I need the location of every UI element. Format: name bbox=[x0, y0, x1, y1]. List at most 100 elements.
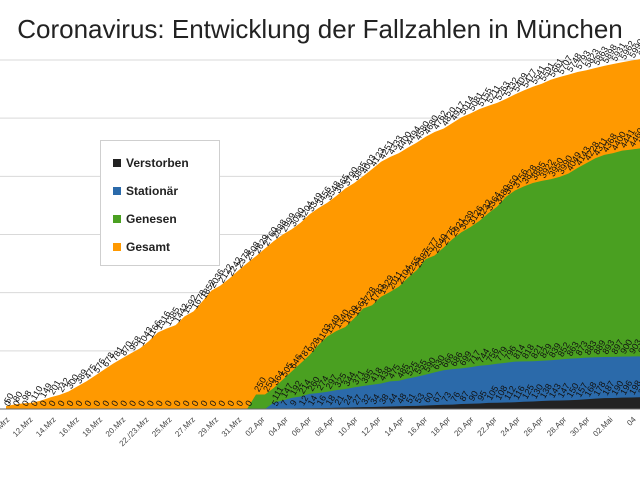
data-label-verstorben: 73 bbox=[440, 390, 454, 404]
area-verstorben bbox=[6, 397, 640, 409]
data-label-genesen: 0 bbox=[190, 399, 201, 408]
data-label-gesamt: 98 bbox=[20, 389, 34, 403]
data-label-genesen: 0 bbox=[91, 399, 102, 408]
legend-item-verstorben: Verstorben bbox=[113, 155, 189, 171]
data-label-verstorben: 95 bbox=[475, 389, 489, 403]
x-tick-label: 18.Mrz bbox=[81, 415, 105, 439]
data-label-genesen: 0 bbox=[2, 399, 13, 408]
x-tick-label: 12.Mrz bbox=[11, 415, 35, 439]
data-label-genesen: 0 bbox=[82, 399, 93, 408]
data-label-genesen: 0 bbox=[163, 399, 174, 408]
x-tick-label: 06.Apr bbox=[290, 415, 313, 438]
legend-item-genesen: Genesen bbox=[113, 211, 177, 227]
data-label-verstorben: 14 bbox=[306, 394, 320, 408]
data-label-verstorben: 5 bbox=[270, 398, 281, 407]
data-label-genesen: 0 bbox=[47, 399, 58, 408]
data-label-genesen: 0 bbox=[109, 399, 120, 408]
data-label-gesamt: 50 bbox=[2, 391, 16, 405]
data-label-verstorben: 48 bbox=[395, 392, 409, 406]
legend-label-genesen: Genesen bbox=[126, 212, 177, 226]
x-tick-label: 29.Mrz bbox=[197, 415, 221, 439]
x-tick-label: 14.Mrz bbox=[34, 415, 58, 439]
data-label-genesen: 0 bbox=[181, 399, 192, 408]
data-label-genesen: 0 bbox=[199, 399, 210, 408]
data-label-verstorben: 53 bbox=[413, 391, 427, 405]
data-label-genesen: 0 bbox=[207, 399, 218, 408]
data-label-verstorben: 9 bbox=[288, 398, 299, 407]
chart-title: Coronavirus: Entwicklung der Fallzahlen … bbox=[17, 14, 623, 44]
data-label-genesen: 0 bbox=[145, 399, 156, 408]
x-tick-label: 26.Apr bbox=[522, 415, 545, 438]
data-label-gesamt: 80 bbox=[11, 390, 25, 404]
data-label-verstorben: 90 bbox=[466, 389, 480, 403]
legend-label-verstorben: Verstorben bbox=[126, 156, 189, 170]
x-tick-label: 02.Apr bbox=[244, 415, 267, 438]
data-label-verstorben: 34 bbox=[368, 392, 382, 406]
data-label-genesen: 0 bbox=[20, 399, 31, 408]
data-label-genesen: 0 bbox=[100, 399, 111, 408]
x-tick-label: 24.Apr bbox=[499, 415, 522, 438]
data-label-verstorben: 51 bbox=[404, 391, 418, 405]
legend-label-gesamt: Gesamt bbox=[126, 240, 171, 254]
data-label-verstorben: 21 bbox=[332, 393, 346, 407]
x-tick-label: 12.Apr bbox=[360, 415, 383, 438]
data-label-genesen: 0 bbox=[172, 399, 183, 408]
data-label-genesen: 0 bbox=[56, 399, 67, 408]
data-label-verstorben: 76 bbox=[449, 390, 463, 404]
data-label-genesen: 0 bbox=[154, 399, 165, 408]
x-tick-label: 22.Apr bbox=[476, 415, 499, 438]
x-tick-label: 02.Mai bbox=[591, 415, 615, 439]
x-tick-label: 08.Apr bbox=[313, 415, 336, 438]
data-label-verstorben: 16 bbox=[315, 393, 329, 407]
data-label-genesen: 0 bbox=[136, 399, 147, 408]
x-tick-label: 18.Apr bbox=[429, 415, 452, 438]
data-label-verstorben: 60 bbox=[422, 391, 436, 405]
x-tick-label: 31.Mrz bbox=[220, 415, 244, 439]
data-label-verstorben: 87 bbox=[457, 389, 471, 403]
legend-swatch-genesen bbox=[113, 215, 121, 223]
data-label-verstorben: 7 bbox=[279, 398, 290, 407]
x-tick-label: 20.Apr bbox=[452, 415, 475, 438]
data-label-genesen: 0 bbox=[216, 399, 227, 408]
data-label-verstorben: 67 bbox=[431, 390, 445, 404]
data-label-genesen: 0 bbox=[65, 399, 76, 408]
x-tick-label: 04.Apr bbox=[267, 415, 290, 438]
chart-legend: Verstorben Stationär Genesen Gesamt bbox=[100, 140, 220, 266]
area-genesen bbox=[6, 148, 640, 409]
data-label-genesen: 0 bbox=[74, 399, 85, 408]
data-label-verstorben: 32 bbox=[359, 392, 373, 406]
legend-swatch-gesamt bbox=[113, 243, 121, 251]
data-label-genesen: 0 bbox=[225, 399, 236, 408]
x-tick-label: 16.Apr bbox=[406, 415, 429, 438]
x-tick-label: 27.Mrz bbox=[173, 415, 197, 439]
x-tick-label: 10.Apr bbox=[336, 415, 359, 438]
data-label-verstorben: 38 bbox=[377, 392, 391, 406]
data-label-verstorben: 12 bbox=[297, 394, 311, 408]
area-stationaer bbox=[6, 356, 640, 409]
x-tick-label: 28.Apr bbox=[545, 415, 568, 438]
x-tick-label: 10.Mrz bbox=[0, 415, 11, 439]
legend-item-stationaer: Stationär bbox=[113, 183, 178, 199]
x-tick-label: 30.Apr bbox=[568, 415, 591, 438]
legend-label-stationaer: Stationär bbox=[126, 184, 179, 198]
x-tick-label: 16.Mrz bbox=[57, 415, 81, 439]
data-label-verstorben: 44 bbox=[386, 392, 400, 406]
data-label-stationaer: 905 bbox=[636, 337, 640, 355]
data-label-genesen: 0 bbox=[127, 399, 138, 408]
data-label-verstorben: 18 bbox=[324, 393, 338, 407]
x-tick-label: 04 bbox=[625, 415, 638, 428]
x-tick-label: 14.Apr bbox=[383, 415, 406, 438]
data-label-genesen: 0 bbox=[118, 399, 129, 408]
legend-item-gesamt: Gesamt bbox=[113, 239, 170, 255]
data-label-genesen: 0 bbox=[243, 399, 254, 408]
data-label-genesen: 0 bbox=[29, 399, 40, 408]
data-label-genesen: 0 bbox=[38, 399, 49, 408]
legend-swatch-stationaer bbox=[113, 187, 121, 195]
x-tick-labels: 10.Mrz 12.Mrz 14.Mrz 16.Mrz 18.Mrz 20.Mrz22./… bbox=[0, 415, 638, 448]
data-label-verstorben: 27 bbox=[350, 393, 364, 407]
legend-swatch-verstorben bbox=[113, 159, 121, 167]
data-labels-verstorben: 5791214161821242732343844485153606773768… bbox=[270, 378, 640, 407]
data-label-genesen: 0 bbox=[234, 399, 245, 408]
data-label-verstorben: 202 bbox=[636, 378, 640, 396]
